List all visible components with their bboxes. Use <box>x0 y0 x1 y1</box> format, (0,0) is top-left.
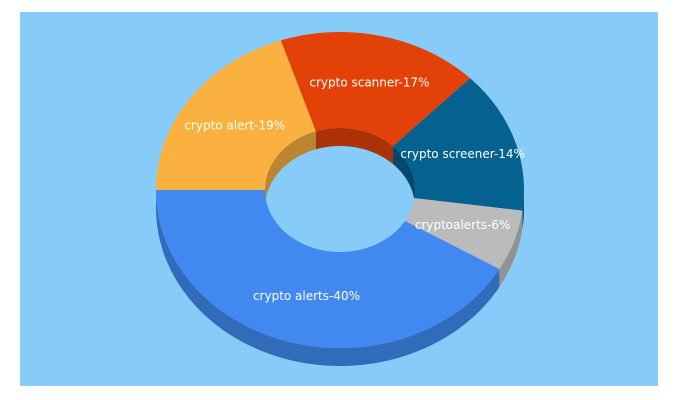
slice <box>404 198 523 269</box>
slice <box>280 32 471 147</box>
slice-side <box>499 210 523 287</box>
data-label: crypto alert-19% <box>184 118 285 132</box>
slice <box>156 40 316 190</box>
data-label: cryptoalerts-6% <box>415 218 511 232</box>
slice-inner-wall <box>265 131 316 208</box>
slice <box>156 190 500 348</box>
slice-inner-wall <box>393 146 415 208</box>
slice <box>393 78 524 211</box>
data-label: crypto alerts-40% <box>253 289 360 303</box>
data-label: crypto scanner-17% <box>309 75 429 89</box>
slice-side <box>522 190 524 229</box>
data-label: crypto screener-14% <box>400 147 525 161</box>
slice-inner-wall <box>315 128 394 165</box>
